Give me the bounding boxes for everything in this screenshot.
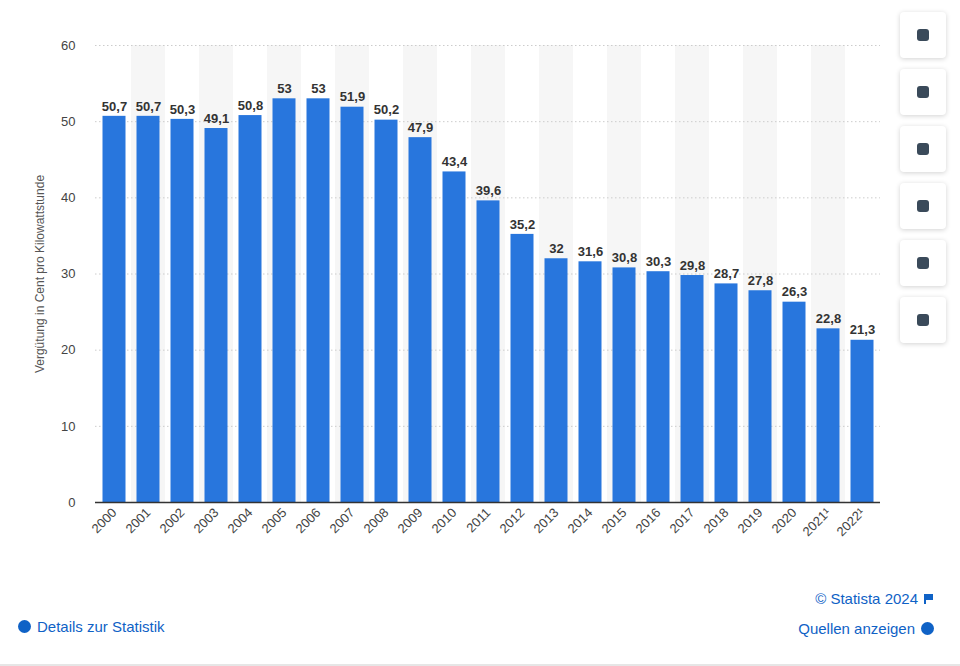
svg-text:60: 60	[61, 38, 75, 53]
svg-text:50,2: 50,2	[374, 102, 399, 117]
svg-text:50,8: 50,8	[238, 98, 263, 113]
svg-text:40: 40	[61, 190, 75, 205]
svg-text:31,6: 31,6	[578, 244, 603, 259]
svg-text:2004: 2004	[225, 505, 256, 536]
svg-text:2020: 2020	[769, 505, 800, 536]
svg-text:30: 30	[61, 266, 75, 281]
svg-text:Vergütung in Cent pro Kilowatt: Vergütung in Cent pro Kilowattstunde	[33, 175, 47, 373]
svg-text:2019: 2019	[735, 505, 766, 536]
svg-text:28,7: 28,7	[714, 266, 739, 281]
svg-text:2009: 2009	[395, 505, 426, 536]
svg-text:26,3: 26,3	[782, 284, 807, 299]
svg-text:29,8: 29,8	[680, 258, 705, 273]
svg-text:50,3: 50,3	[170, 102, 195, 117]
svg-text:2015: 2015	[599, 505, 630, 536]
svg-text:50,7: 50,7	[136, 98, 161, 113]
svg-text:2010: 2010	[429, 505, 460, 536]
svg-text:2000: 2000	[89, 505, 120, 536]
svg-text:2008: 2008	[361, 505, 392, 536]
svg-text:2012: 2012	[497, 505, 528, 536]
html-text:Quellen anzeigen: Quellen anzeigen	[798, 620, 915, 637]
svg-text:49,1: 49,1	[204, 111, 229, 126]
svg-text:2011: 2011	[463, 505, 493, 535]
svg-text:10: 10	[61, 418, 75, 433]
html-text:© Statista 2024: © Statista 2024	[815, 590, 918, 607]
svg-text:2002: 2002	[157, 505, 188, 536]
svg-text:53: 53	[311, 81, 325, 96]
svg-text:2001: 2001	[123, 505, 154, 536]
svg-text:51,9: 51,9	[340, 89, 365, 104]
svg-text:2018: 2018	[701, 505, 732, 536]
svg-text:32: 32	[549, 241, 563, 256]
svg-text:30,8: 30,8	[612, 250, 637, 265]
svg-text:2022¹: 2022¹	[833, 504, 868, 539]
svg-text:0: 0	[68, 495, 75, 510]
svg-text:2017: 2017	[667, 505, 698, 536]
svg-text:21,3: 21,3	[850, 322, 875, 337]
svg-text:43,4: 43,4	[442, 154, 468, 169]
svg-text:22,8: 22,8	[816, 311, 841, 326]
svg-text:27,8: 27,8	[748, 273, 773, 288]
svg-text:30,3: 30,3	[646, 254, 671, 269]
svg-text:2003: 2003	[191, 505, 222, 536]
svg-text:2005: 2005	[259, 505, 290, 536]
svg-text:2006: 2006	[293, 505, 324, 536]
svg-text:35,2: 35,2	[510, 217, 535, 232]
svg-text:20: 20	[61, 342, 75, 357]
svg-text:39,6: 39,6	[476, 183, 501, 198]
svg-text:2021¹: 2021¹	[799, 504, 834, 539]
svg-text:50,7: 50,7	[102, 98, 127, 113]
svg-text:47,9: 47,9	[408, 120, 433, 135]
svg-text:53: 53	[277, 81, 291, 96]
svg-text:2016: 2016	[633, 505, 664, 536]
svg-text:50: 50	[61, 114, 75, 129]
html-text:Details zur Statistik: Details zur Statistik	[37, 618, 165, 635]
svg-text:2013: 2013	[531, 505, 562, 536]
svg-text:2014: 2014	[565, 505, 596, 536]
svg-text:2007: 2007	[327, 505, 358, 536]
